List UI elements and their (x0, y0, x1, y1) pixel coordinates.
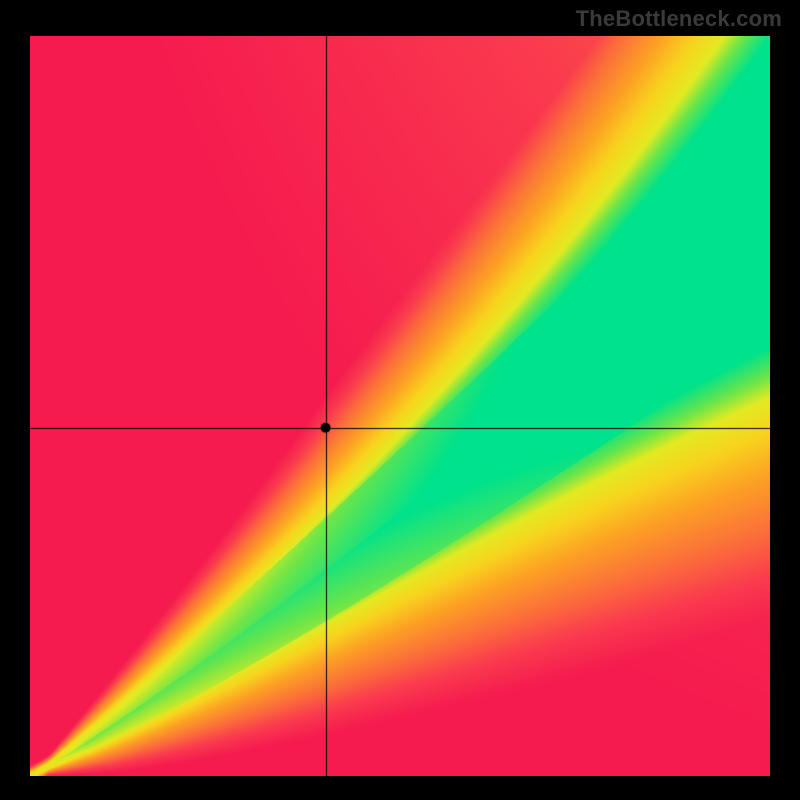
plot-area (30, 36, 770, 776)
heatmap-canvas (30, 36, 770, 776)
watermark-text: TheBottleneck.com (576, 6, 782, 32)
chart-container: TheBottleneck.com (0, 0, 800, 800)
